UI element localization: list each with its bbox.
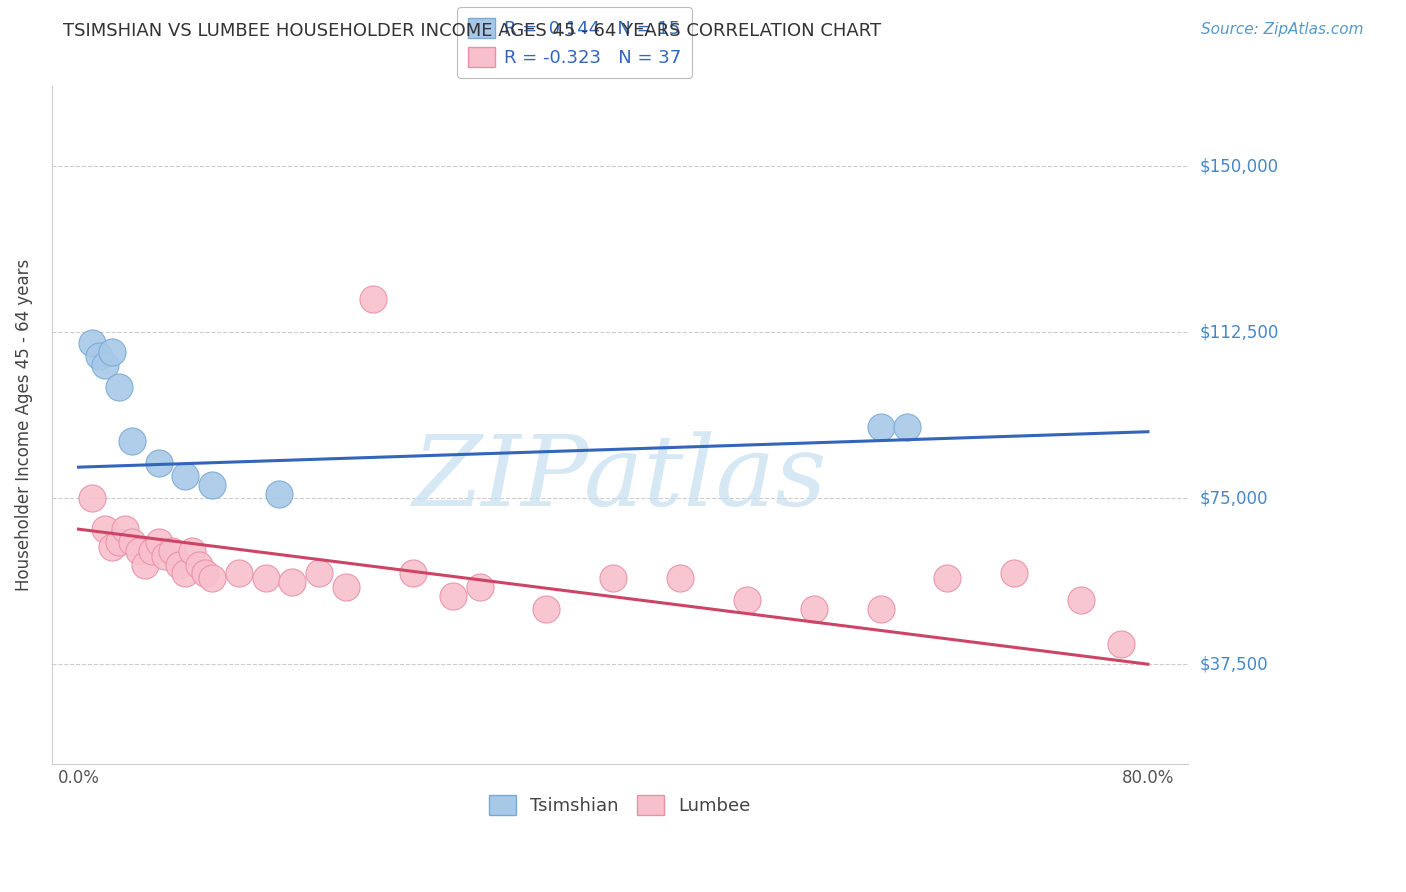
Point bbox=[94, 522, 117, 536]
Point bbox=[869, 602, 891, 616]
Point bbox=[869, 420, 891, 434]
Point bbox=[101, 345, 124, 359]
Point bbox=[361, 292, 384, 306]
Point bbox=[402, 566, 425, 581]
Point bbox=[1109, 637, 1132, 651]
Point bbox=[80, 336, 103, 351]
Point bbox=[128, 544, 150, 558]
Point bbox=[308, 566, 330, 581]
Y-axis label: Householder Income Ages 45 - 64 years: Householder Income Ages 45 - 64 years bbox=[15, 259, 32, 591]
Point bbox=[107, 535, 129, 549]
Point bbox=[1002, 566, 1025, 581]
Point bbox=[121, 434, 143, 448]
Point bbox=[1070, 593, 1092, 607]
Point bbox=[107, 380, 129, 394]
Point bbox=[148, 456, 170, 470]
Point bbox=[160, 544, 183, 558]
Point bbox=[134, 558, 156, 572]
Point bbox=[281, 575, 304, 590]
Point bbox=[254, 571, 277, 585]
Point bbox=[335, 580, 357, 594]
Point bbox=[201, 478, 224, 492]
Point bbox=[101, 540, 124, 554]
Point bbox=[114, 522, 136, 536]
Point bbox=[936, 571, 959, 585]
Point bbox=[228, 566, 250, 581]
Point bbox=[602, 571, 624, 585]
Point bbox=[94, 359, 117, 373]
Point bbox=[194, 566, 217, 581]
Point bbox=[896, 420, 918, 434]
Point bbox=[181, 544, 204, 558]
Text: $37,500: $37,500 bbox=[1199, 656, 1268, 673]
Point bbox=[141, 544, 163, 558]
Point bbox=[735, 593, 758, 607]
Text: $150,000: $150,000 bbox=[1199, 157, 1278, 175]
Point bbox=[441, 589, 464, 603]
Point bbox=[267, 487, 290, 501]
Point bbox=[536, 602, 558, 616]
Point bbox=[167, 558, 190, 572]
Point bbox=[80, 491, 103, 505]
Text: $112,500: $112,500 bbox=[1199, 323, 1278, 341]
Point bbox=[201, 571, 224, 585]
Text: $75,000: $75,000 bbox=[1199, 489, 1268, 508]
Point bbox=[148, 535, 170, 549]
Point bbox=[155, 549, 177, 563]
Point bbox=[121, 535, 143, 549]
Point bbox=[468, 580, 491, 594]
Point bbox=[187, 558, 209, 572]
Text: Source: ZipAtlas.com: Source: ZipAtlas.com bbox=[1201, 22, 1364, 37]
Point bbox=[174, 469, 197, 483]
Point bbox=[174, 566, 197, 581]
Point bbox=[669, 571, 692, 585]
Point bbox=[87, 350, 110, 364]
Text: TSIMSHIAN VS LUMBEE HOUSEHOLDER INCOME AGES 45 - 64 YEARS CORRELATION CHART: TSIMSHIAN VS LUMBEE HOUSEHOLDER INCOME A… bbox=[63, 22, 882, 40]
Legend: Tsimshian, Lumbee: Tsimshian, Lumbee bbox=[482, 789, 758, 822]
Text: ZIPatlas: ZIPatlas bbox=[412, 432, 827, 527]
Point bbox=[803, 602, 825, 616]
